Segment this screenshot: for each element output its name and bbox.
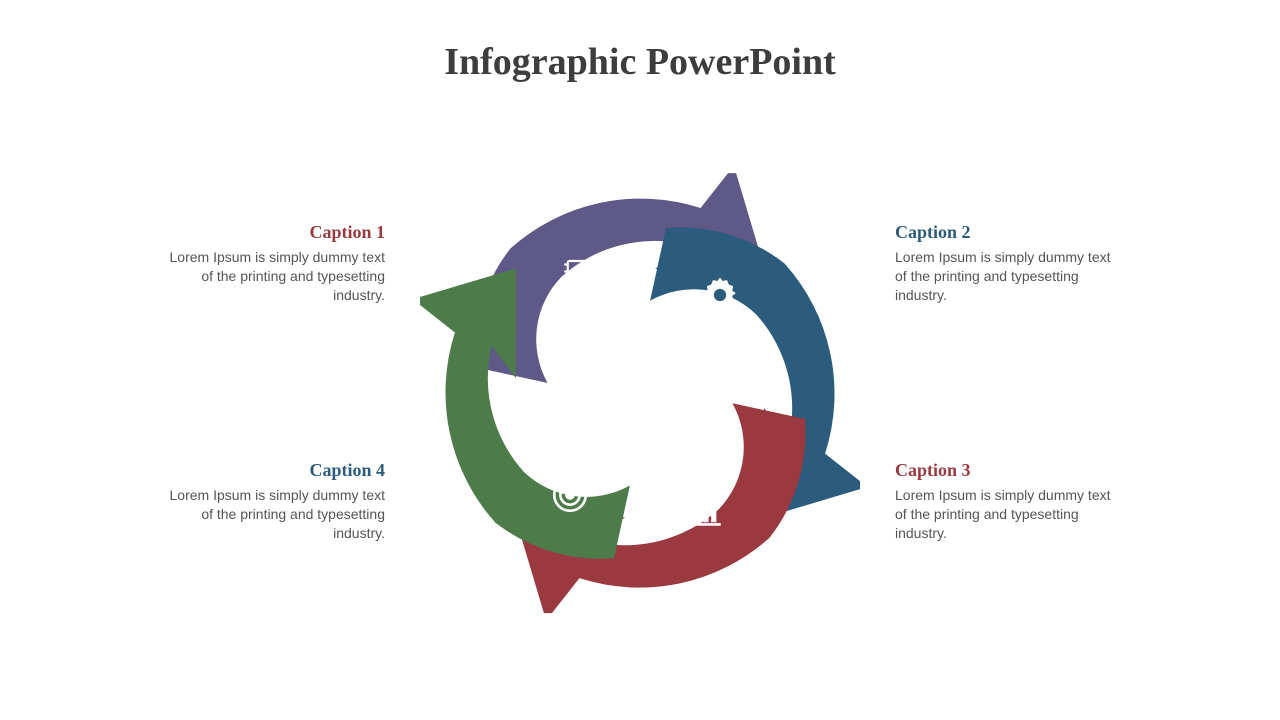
caption-1-title: Caption 1 bbox=[155, 222, 385, 243]
caption-3-title: Caption 3 bbox=[895, 460, 1125, 481]
caption-1-body: Lorem Ipsum is simply dummy text of the … bbox=[155, 248, 385, 305]
caption-2: Caption 2 Lorem Ipsum is simply dummy te… bbox=[895, 222, 1125, 305]
strategy-icon bbox=[555, 250, 605, 300]
caption-3: Caption 3 Lorem Ipsum is simply dummy te… bbox=[895, 460, 1125, 543]
target-icon bbox=[545, 470, 595, 520]
caption-2-title: Caption 2 bbox=[895, 222, 1125, 243]
caption-1: Caption 1 Lorem Ipsum is simply dummy te… bbox=[155, 222, 385, 305]
caption-2-body: Lorem Ipsum is simply dummy text of the … bbox=[895, 248, 1125, 305]
cycle-diagram bbox=[420, 173, 860, 618]
caption-4-body: Lorem Ipsum is simply dummy text of the … bbox=[155, 486, 385, 543]
caption-4-title: Caption 4 bbox=[155, 460, 385, 481]
gear-icon bbox=[695, 270, 745, 320]
chart-icon bbox=[680, 485, 730, 535]
caption-3-body: Lorem Ipsum is simply dummy text of the … bbox=[895, 486, 1125, 543]
page-title: Infographic PowerPoint bbox=[0, 40, 1280, 84]
caption-4: Caption 4 Lorem Ipsum is simply dummy te… bbox=[155, 460, 385, 543]
